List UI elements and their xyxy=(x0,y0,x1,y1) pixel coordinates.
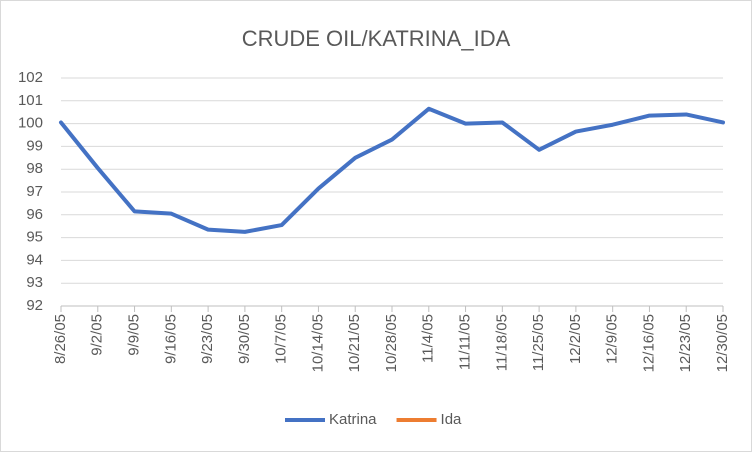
x-tick-label: 9/2/05 xyxy=(89,314,106,356)
y-tick-label: 96 xyxy=(26,206,43,223)
x-tick-label: 9/30/05 xyxy=(236,314,253,364)
x-tick-label: 10/21/05 xyxy=(346,314,363,372)
y-tick-label: 94 xyxy=(26,251,43,268)
x-tick-label: 12/23/05 xyxy=(677,314,694,372)
y-tick-label: 99 xyxy=(26,137,43,154)
x-tick-label: 11/11/05 xyxy=(457,314,474,370)
y-tick-label: 101 xyxy=(18,92,43,109)
legend-label: Katrina xyxy=(329,411,377,428)
x-tick-label: 9/16/05 xyxy=(162,314,179,364)
y-tick-label: 95 xyxy=(26,229,43,246)
y-tick-label: 102 xyxy=(18,69,43,86)
chart-title: CRUDE OIL/KATRINA_IDA xyxy=(242,26,511,51)
x-tick-label: 8/26/05 xyxy=(52,314,69,364)
y-tick-label: 100 xyxy=(18,115,43,132)
legend-label: Ida xyxy=(441,411,463,428)
x-tick-label: 9/23/05 xyxy=(199,314,216,364)
x-tick-label: 12/30/05 xyxy=(714,314,731,372)
x-tick-label: 11/25/05 xyxy=(530,314,547,371)
y-tick-label: 93 xyxy=(26,274,43,291)
x-tick-label: 10/14/05 xyxy=(309,314,326,372)
x-tick-label: 12/2/05 xyxy=(567,314,584,364)
y-tick-label: 98 xyxy=(26,160,43,177)
y-tick-label: 92 xyxy=(26,297,43,314)
x-tick-label: 12/16/05 xyxy=(640,314,657,372)
x-tick-label: 11/4/05 xyxy=(420,314,437,363)
x-tick-label: 10/7/05 xyxy=(273,314,290,364)
x-tick-label: 10/28/05 xyxy=(383,314,400,372)
series-line xyxy=(59,106,725,234)
x-tick-label: 11/18/05 xyxy=(493,314,510,371)
x-tick-label: 12/9/05 xyxy=(604,314,621,364)
x-tick-label: 9/9/05 xyxy=(126,314,143,356)
y-tick-label: 97 xyxy=(26,183,43,200)
